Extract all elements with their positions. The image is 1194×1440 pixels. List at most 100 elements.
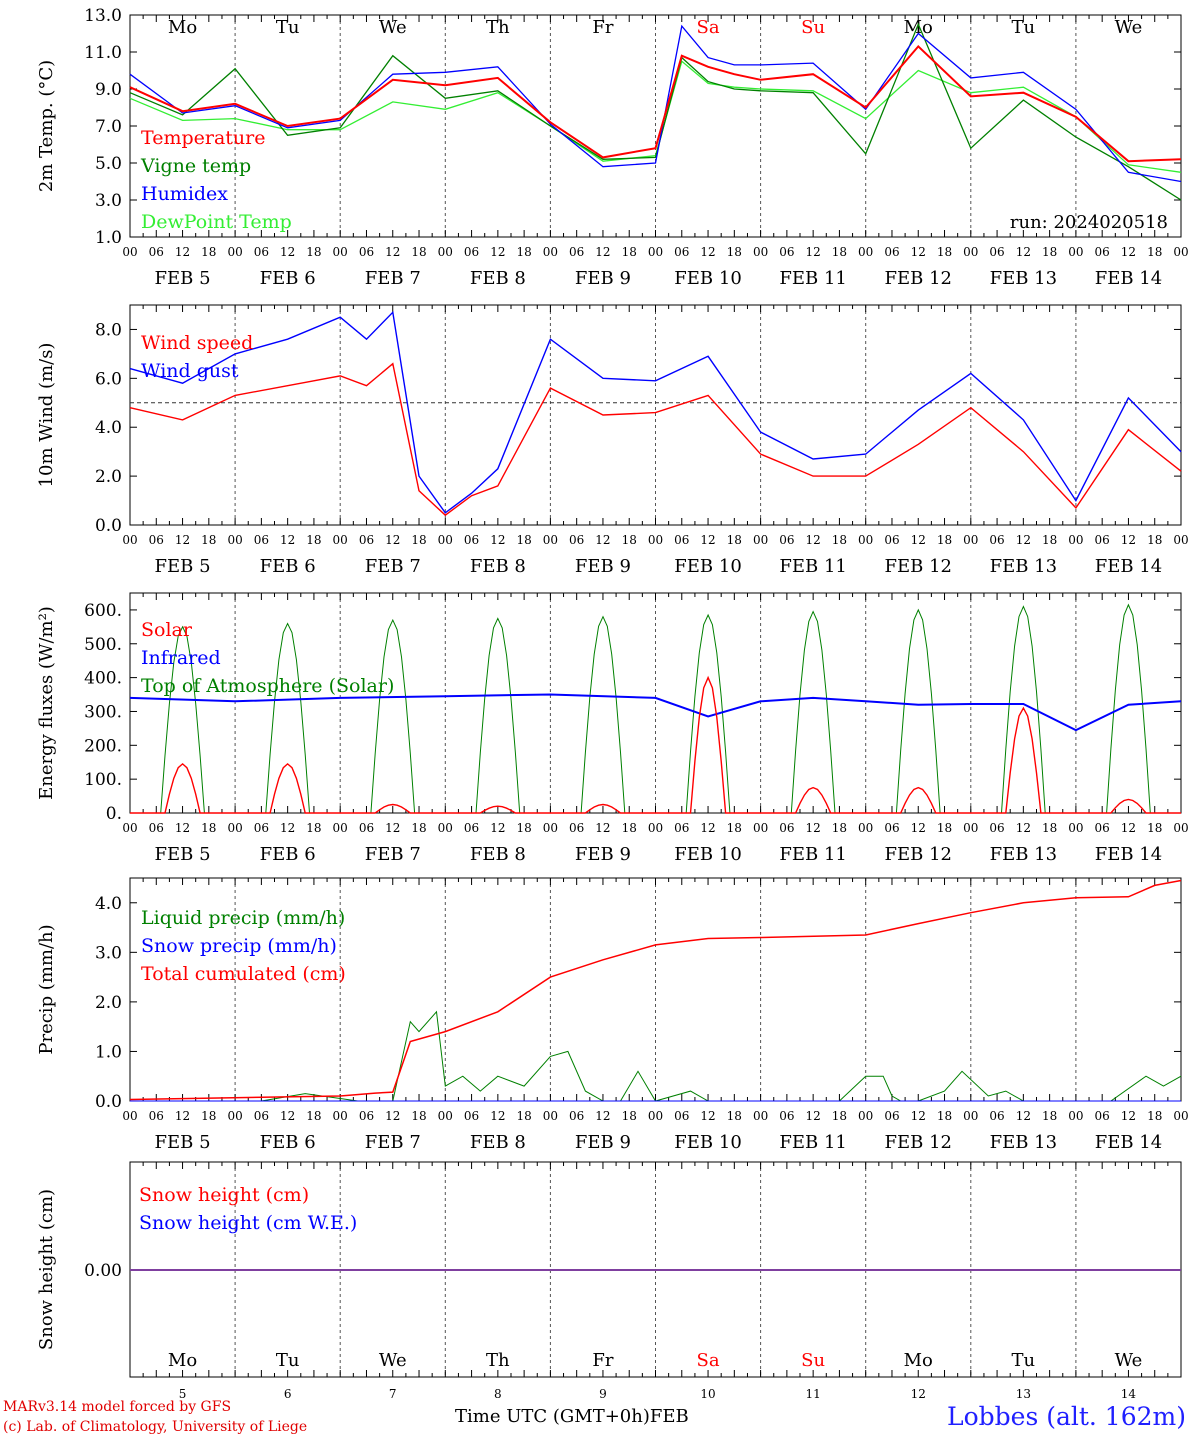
day-number-label: 13 [1016,1387,1031,1401]
y-tick-label: 0.00 [84,1261,122,1281]
hour-tick-label: 18 [201,245,216,259]
weekday-label: Tu [276,17,300,38]
y-tick-label: 4.0 [95,894,122,914]
date-label: FEB 8 [470,1132,526,1153]
hour-tick-label: 06 [779,821,794,835]
legend-entry: Solar [141,619,193,641]
y-tick-label: 2.0 [95,467,122,487]
hour-tick-label: 00 [858,1109,873,1123]
date-label: FEB 11 [779,1132,846,1153]
y-tick-label: 7.0 [95,117,122,137]
series-line-temperature [129,44,1182,163]
panel-3: 0. 100. 200. 300. 400. 500. 600. Energy fluxes … [36,592,1189,865]
series-line-total-cumulated-cm- [129,879,1182,1101]
hour-tick-label: 12 [1016,245,1031,259]
hour-tick-label: 00 [122,1109,137,1123]
hour-tick-label: 00 [333,821,348,835]
date-label: FEB 8 [470,268,526,289]
series-line-liquid-precip-mm-h- [130,1010,1182,1102]
hour-tick-label: 12 [280,533,295,547]
y-tick-label: 400. [84,669,122,689]
hour-tick-label: 12 [385,1109,400,1123]
hour-tick-label: 12 [175,821,190,835]
hour-tick-label: 18 [1042,533,1057,547]
weekday-label: Tu [276,1350,300,1371]
date-label: FEB 8 [470,556,526,577]
weekday-label: We [1115,1350,1143,1371]
hour-tick-label: 06 [779,1109,794,1123]
hour-tick-label: 06 [569,245,584,259]
hour-tick-label: 12 [595,245,610,259]
hour-tick-label: 00 [858,245,873,259]
hour-tick-label: 18 [1147,1109,1162,1123]
hour-tick-label: 00 [963,821,978,835]
hour-tick-label: 00 [438,821,453,835]
day-number-label: 12 [911,1387,926,1401]
legend-entry: Wind gust [141,360,239,382]
station-label: Lobbes (alt. 162m) [946,1402,1186,1431]
hour-tick-label: 06 [1095,1109,1110,1123]
legend-entry: Temperature [141,127,265,149]
date-label: FEB 5 [155,556,211,577]
day-number-label: 7 [389,1387,397,1401]
hour-tick-label: 12 [700,1109,715,1123]
hour-tick-label: 00 [1068,821,1083,835]
hour-tick-label: 00 [1068,245,1083,259]
y-tick-label: 300. [84,702,122,722]
hour-tick-label: 06 [884,533,899,547]
weekday-label: Tu [1012,17,1036,38]
hour-tick-label: 00 [1173,821,1188,835]
hour-tick-label: 06 [569,821,584,835]
hour-tick-label: 18 [832,821,847,835]
date-label: FEB 13 [990,268,1057,289]
y-tick-label: 11.0 [84,43,122,63]
hour-tick-label: 00 [1173,1109,1188,1123]
hour-tick-label: 00 [1068,1109,1083,1123]
hour-tick-label: 12 [806,821,821,835]
weekday-label: Su [801,17,825,38]
y-tick-label: 4.0 [95,418,122,438]
hour-tick-label: 12 [911,245,926,259]
hour-tick-label: 00 [753,821,768,835]
y-tick-label: 1.0 [95,228,122,248]
hour-tick-label: 18 [1147,533,1162,547]
hour-tick-label: 00 [438,1109,453,1123]
legend-entry: Infrared [141,647,221,669]
weekday-label: Mo [904,1350,933,1371]
hour-tick-label: 18 [937,245,952,259]
y-tick-label: 2.0 [95,993,122,1013]
hour-tick-label: 12 [1121,1109,1136,1123]
hour-tick-label: 06 [149,533,164,547]
weekday-label: Fr [592,17,613,38]
hour-tick-label: 18 [937,821,952,835]
date-label: FEB 14 [1095,268,1162,289]
hour-tick-label: 06 [464,245,479,259]
hour-tick-label: 18 [516,245,531,259]
hour-tick-label: 12 [1121,533,1136,547]
x-axis-month: FEB [649,1406,689,1427]
panel-2: 0.0 2.0 4.0 6.0 8.0 10m Wind (m/s) 00 06 12 18 00 0… [36,304,1189,577]
series-line-infrared [129,693,1182,732]
hour-tick-label: 12 [490,533,505,547]
hour-tick-label: 12 [385,533,400,547]
series-line-wind-gust [129,310,1182,514]
hour-tick-label: 00 [543,533,558,547]
y-tick-label: 3.0 [95,191,122,211]
date-label: FEB 6 [260,1132,316,1153]
hour-tick-label: 12 [280,245,295,259]
hour-tick-label: 06 [884,1109,899,1123]
hour-tick-label: 00 [648,245,663,259]
date-label: FEB 7 [365,556,421,577]
model-credit-line: MARv3.14 model forced by GFS [3,1399,232,1415]
hour-tick-label: 06 [989,533,1004,547]
x-axis-title-text: Time UTC (GMT+0h) [455,1406,650,1427]
weekday-label: Su [801,1350,825,1371]
date-label: FEB 8 [470,844,526,865]
hour-tick-label: 18 [1042,821,1057,835]
hour-tick-label: 18 [1147,821,1162,835]
date-label: FEB 14 [1095,844,1162,865]
hour-tick-label: 00 [1173,245,1188,259]
date-label: FEB 6 [260,556,316,577]
hour-tick-label: 12 [280,1109,295,1123]
y-axis-label: 2m Temp. (°C) [36,60,57,192]
